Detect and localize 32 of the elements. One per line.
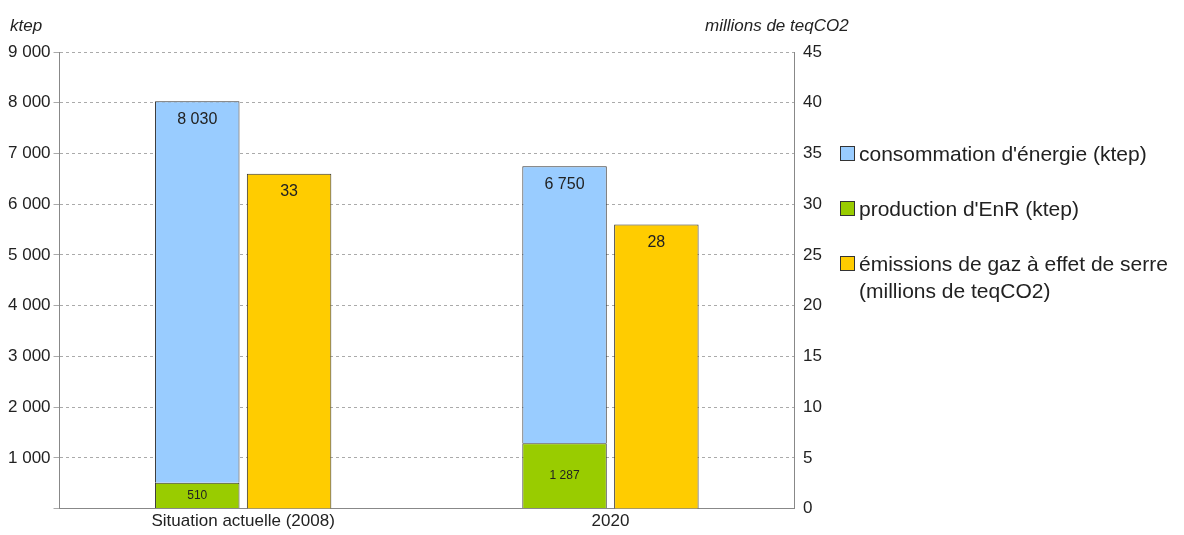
- y2-tick-label: 35: [803, 143, 823, 163]
- data-label: 1 287: [549, 468, 580, 483]
- y2-tick-label: 5: [803, 447, 813, 467]
- y2-tick-label: 15: [803, 346, 823, 366]
- y2-tick-label: 0: [803, 498, 813, 518]
- y2-tick-label: 20: [803, 295, 823, 315]
- y2-tick-label: 10: [803, 396, 823, 416]
- y-tick-label: 1 000: [7, 447, 51, 467]
- y2-axis-title: millions de teqCO2: [705, 16, 849, 36]
- y-tick-label: 6 000: [7, 193, 51, 213]
- y-tick-label: 8 000: [7, 92, 51, 112]
- legend-label: consommation d'énergie (ktep): [859, 141, 1147, 167]
- y2-tick-label: 30: [803, 193, 823, 213]
- y2-tick-label: 45: [803, 41, 823, 61]
- y-tick-label: 2 000: [7, 396, 51, 416]
- total-label: 8 030: [177, 109, 218, 127]
- x-tick-label: 2020: [591, 511, 630, 531]
- data-label: 510: [187, 487, 208, 502]
- data-label: 33: [280, 182, 299, 200]
- y-tick-label: 5 000: [7, 244, 51, 264]
- total-label: 6 750: [544, 174, 585, 192]
- data-label: 28: [647, 232, 666, 250]
- y-tick-label: 9 000: [7, 41, 51, 61]
- y-tick-label: 3 000: [7, 346, 51, 366]
- y2-tick-label: 40: [803, 92, 823, 112]
- x-tick-label: Situation actuelle (2008): [151, 511, 335, 531]
- legend-label: production d'EnR (ktep): [859, 196, 1079, 222]
- y2-tick-label: 25: [803, 244, 823, 264]
- legend-label: émissions de gaz à effet de serre (millions de teqCO2): [859, 251, 1169, 304]
- y-axis-title: ktep: [10, 16, 43, 36]
- y-tick-label: 4 000: [7, 295, 51, 315]
- y-tick-label: 7 000: [7, 143, 51, 163]
